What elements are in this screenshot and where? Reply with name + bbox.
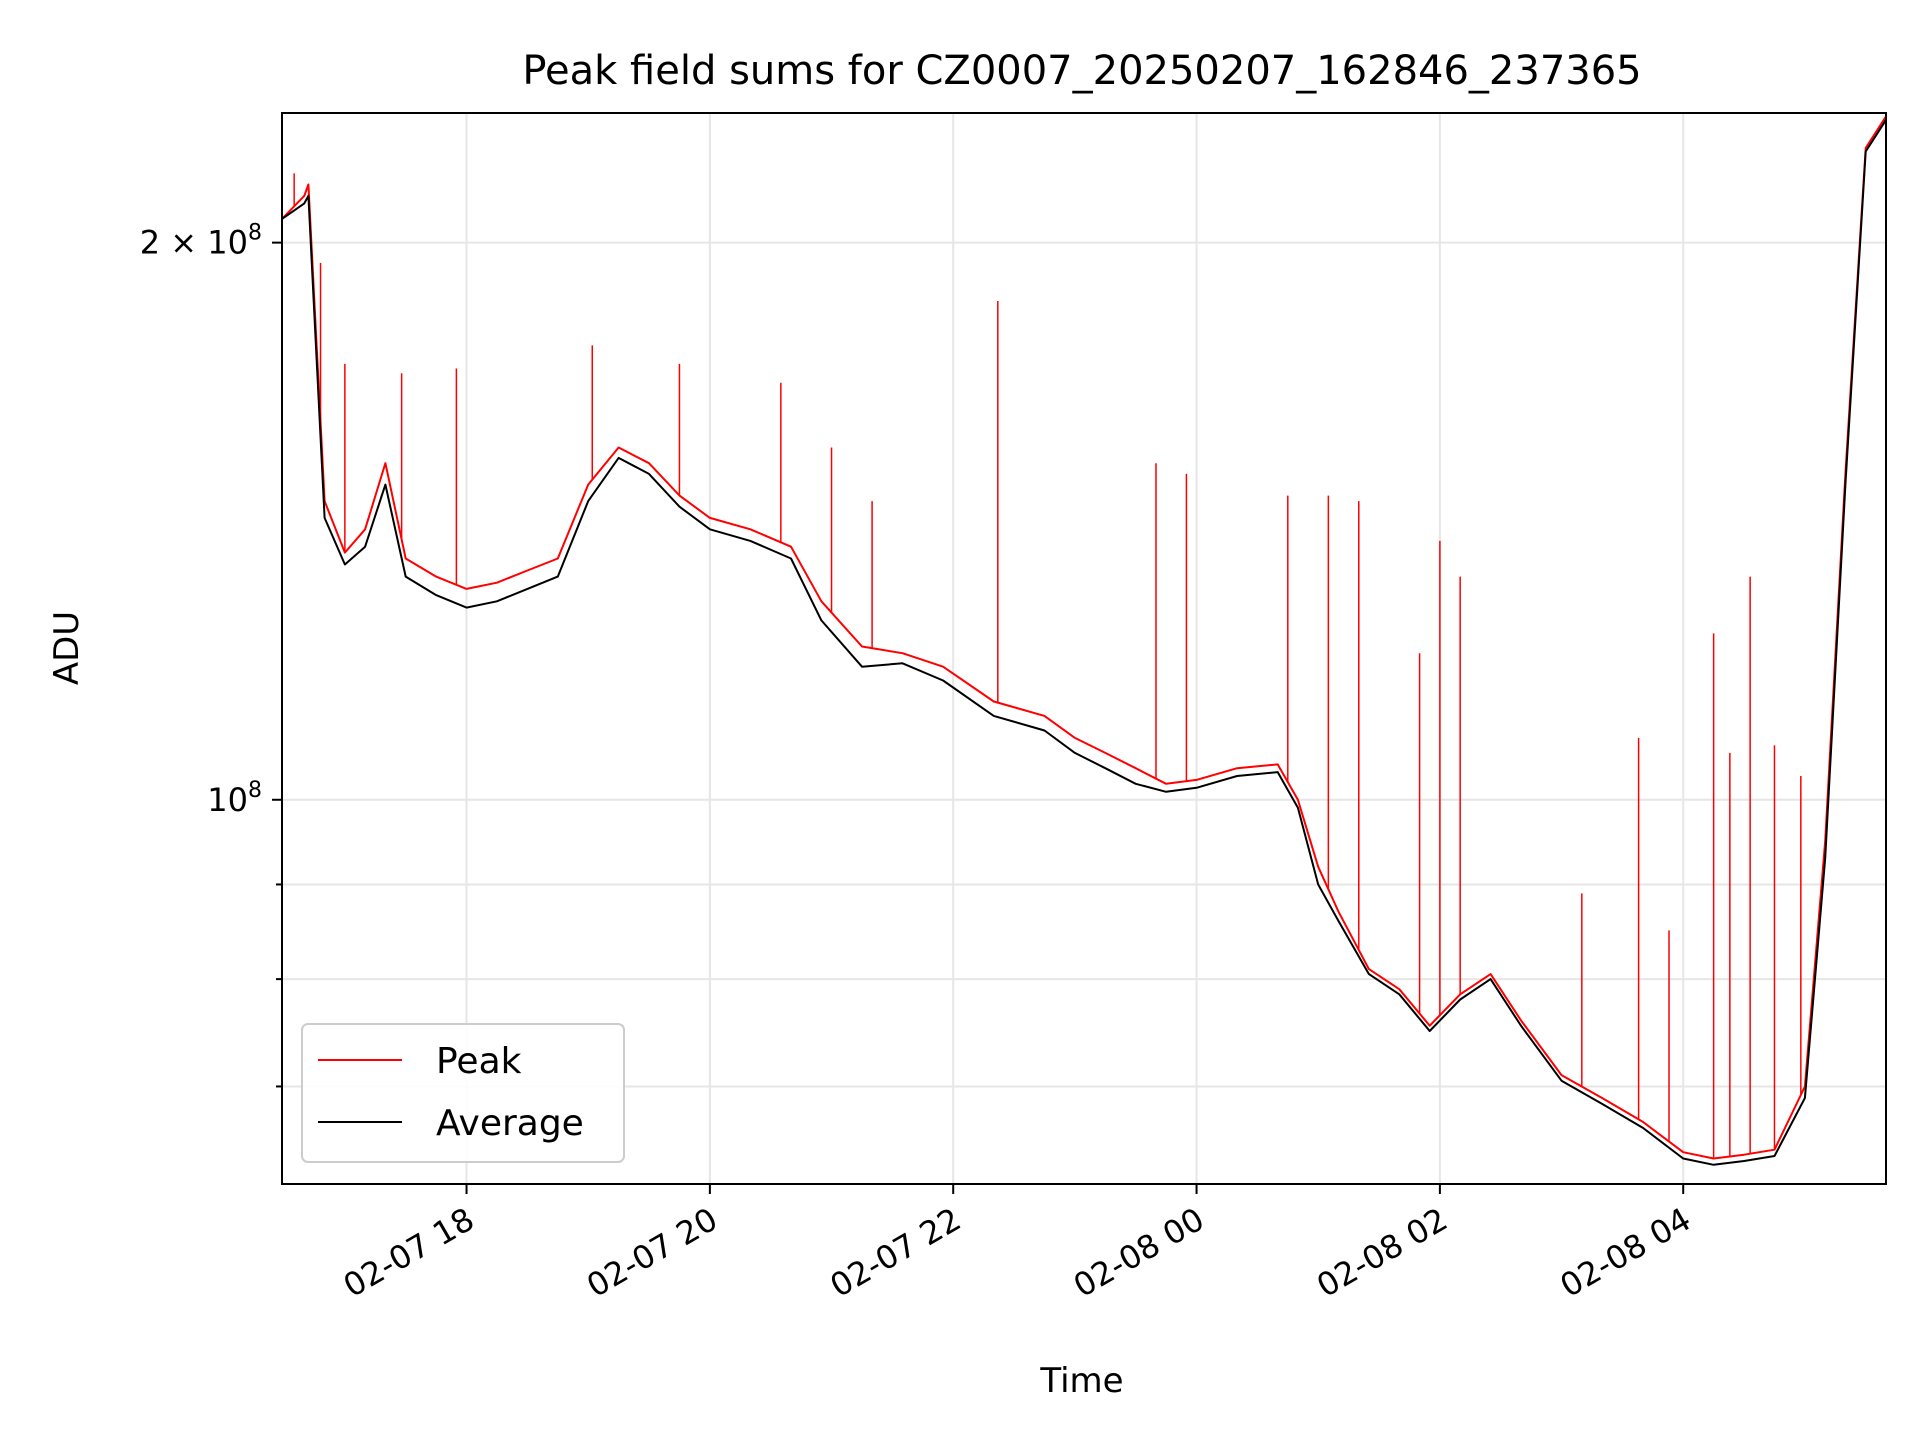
y-tick-label: 108 — [207, 778, 262, 819]
y-axis-label: ADU — [47, 611, 87, 685]
legend-label-average: Average — [436, 1103, 584, 1144]
legend-box — [301, 1023, 625, 1163]
series-layer — [281, 115, 1887, 1166]
chart-title: Peak field sums for CZ0007_20250207_1628… — [522, 48, 1641, 94]
legend-label-peak: Peak — [436, 1041, 522, 1082]
series-line-peak — [281, 115, 1887, 1160]
legend: Peak Average — [301, 1023, 625, 1163]
y-tick-label: 2 × 108 — [140, 221, 262, 262]
y-axis: 108 2 × 108 — [140, 221, 282, 1088]
x-axis-label: Time — [1039, 1361, 1123, 1401]
series-line-average — [281, 119, 1887, 1166]
plot-frame — [281, 112, 1887, 1185]
